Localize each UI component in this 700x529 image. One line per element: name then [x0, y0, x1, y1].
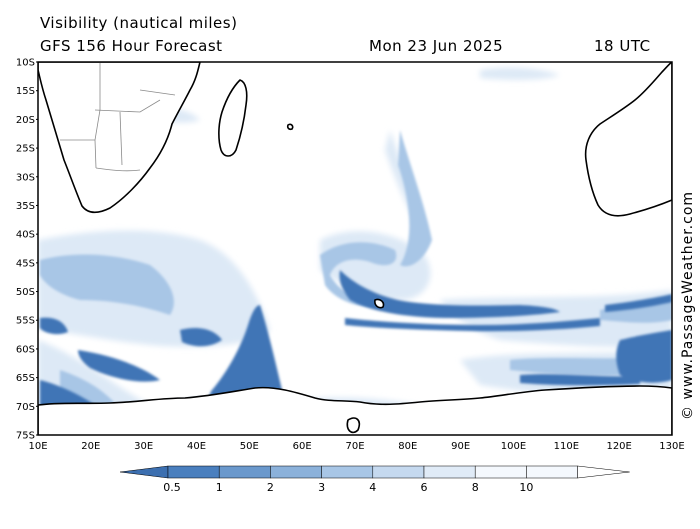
- latitude-label: 15S: [16, 86, 35, 97]
- legend-label: 3: [318, 481, 325, 494]
- legend-arrow-high: [577, 465, 630, 479]
- longitude-label: 80E: [398, 441, 417, 452]
- map-title: Visibility (nautical miles): [40, 14, 238, 32]
- legend-arrow-low: [119, 465, 169, 479]
- latitude-label: 70S: [16, 402, 35, 413]
- legend-label: 10: [519, 481, 533, 494]
- longitude-label: 120E: [606, 441, 631, 452]
- latitude-label: 30S: [16, 172, 35, 183]
- longitude-label: 130E: [659, 441, 684, 452]
- longitude-label: 90E: [451, 441, 470, 452]
- legend-swatch: [423, 465, 476, 479]
- latitude-label: 75S: [16, 431, 35, 442]
- longitude-label: 50E: [240, 441, 259, 452]
- island: [286, 123, 294, 131]
- map-frame: [37, 61, 673, 436]
- longitude-label: 40E: [187, 441, 206, 452]
- legend-swatch: [270, 465, 322, 479]
- country-borders: [60, 62, 176, 172]
- site-credit: © www.PassageWeather.com: [680, 190, 696, 420]
- legend-swatch: [167, 465, 220, 479]
- latitude-labels: 10S 15S 20S 25S 30S 35S 40S 45S 50S 55S 60S 65S 70S 7…: [16, 58, 38, 442]
- latitude-label: 35S: [16, 201, 35, 212]
- longitude-label: 20E: [81, 441, 100, 452]
- visibility-legend: 0.5 1 2 3 4 6 8 10: [119, 465, 630, 494]
- forecast-date: Mon 23 Jun 2025: [369, 37, 504, 55]
- longitude-label: 60E: [293, 441, 312, 452]
- legend-label: 1: [216, 481, 223, 494]
- longitude-label: 10E: [28, 441, 47, 452]
- latitude-label: 65S: [16, 373, 35, 384]
- legend-swatch: [372, 465, 425, 479]
- latitude-label: 50S: [16, 287, 35, 298]
- island: [346, 417, 361, 434]
- legend-swatch: [321, 465, 374, 479]
- coastlines: [38, 62, 672, 435]
- latitude-label: 10S: [16, 58, 35, 69]
- latitude-label: 55S: [16, 316, 35, 327]
- island: [374, 298, 385, 309]
- latitude-label: 40S: [16, 230, 35, 241]
- latitude-label: 45S: [16, 258, 35, 269]
- legend-swatch: [474, 465, 527, 479]
- latitude-label: 60S: [16, 344, 35, 355]
- legend-label: 6: [421, 481, 428, 494]
- australia-landmass: [584, 62, 672, 217]
- longitude-label: 100E: [501, 441, 526, 452]
- legend-label: 0.5: [163, 481, 181, 494]
- africa-landmass: [38, 62, 201, 214]
- latitude-label: 25S: [16, 144, 35, 155]
- forecast-subtitle: GFS 156 Hour Forecast: [40, 37, 223, 55]
- legend-swatch: [526, 465, 578, 479]
- longitude-label: 70E: [345, 441, 364, 452]
- forecast-time: 18 UTC: [594, 37, 651, 55]
- madagascar-landmass: [218, 79, 248, 157]
- legend-swatch: [218, 465, 271, 479]
- longitude-label: 30E: [134, 441, 153, 452]
- legend-label: 4: [369, 481, 376, 494]
- longitude-labels: 10E 20E 30E 40E 50E 60E 70E 80E 90E 100E 110E 120E 1…: [28, 441, 684, 452]
- latitude-label: 20S: [16, 115, 35, 126]
- legend-label: 8: [472, 481, 479, 494]
- antarctica-landmass: [38, 385, 672, 435]
- legend-label: 2: [267, 481, 274, 494]
- longitude-label: 110E: [554, 441, 579, 452]
